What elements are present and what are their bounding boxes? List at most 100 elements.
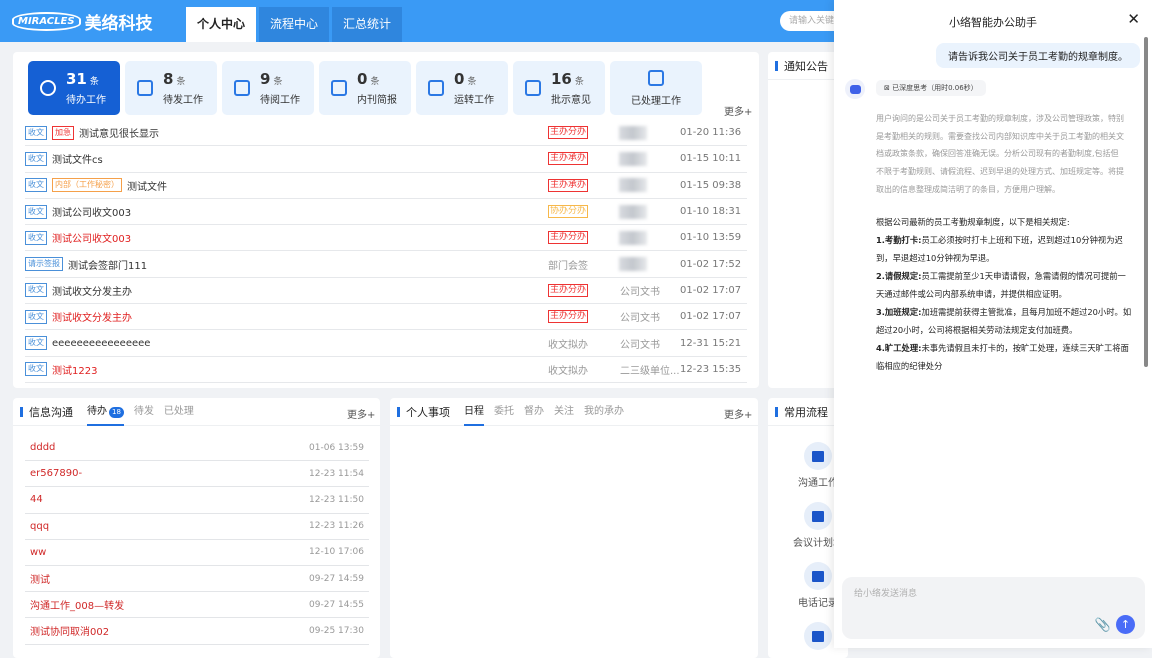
stat-tile[interactable]: 0 条运转工作 bbox=[416, 61, 508, 115]
flow-label: 会议计划填 bbox=[793, 538, 843, 549]
book-icon bbox=[234, 80, 250, 96]
table-row[interactable]: 请示签报 测试会签部门111 部门会签 01-02 17:52 bbox=[25, 251, 747, 278]
list-item[interactable]: qqq 12-23 11:26 bbox=[25, 514, 369, 540]
more-link[interactable]: 更多+ bbox=[347, 410, 376, 421]
list-item[interactable]: ww 12-10 17:06 bbox=[25, 540, 369, 566]
stat-tile[interactable]: 已处理工作 bbox=[610, 61, 702, 115]
monitor-chart-icon bbox=[137, 80, 153, 96]
row-title[interactable]: 测试收文分发主办 bbox=[52, 286, 132, 298]
stat-tile[interactable]: 9 条待阅工作 bbox=[222, 61, 314, 115]
table-row[interactable]: 收文 测试收文分发主办 主办分办 公司文书 01-02 17:07 bbox=[25, 278, 747, 305]
flow-item[interactable]: 电话记录 bbox=[783, 562, 848, 609]
thinking-text: 用户询问的是公司关于员工考勤的规章制度，涉及公司管理政策，特别是考勤相关的规则。… bbox=[876, 114, 1124, 194]
row-title[interactable]: 测试公司收文003 bbox=[52, 208, 132, 220]
doc-type-tag: 收文 bbox=[25, 309, 47, 324]
timestamp: 12-23 11:26 bbox=[309, 521, 364, 532]
row-title[interactable]: 测试文件 bbox=[127, 181, 167, 193]
row-title[interactable]: 测试意见很长显示 bbox=[79, 129, 159, 141]
more-link[interactable]: 更多+ bbox=[724, 107, 753, 118]
stat-unit: 条 bbox=[574, 77, 584, 87]
stat-label: 待办工作 bbox=[66, 95, 106, 106]
work-card: 31 条待办工作 8 条待发工作 9 条待阅工作 0 条内刊简报 0 条运转工作 16 条批示意见 已处… bbox=[13, 52, 759, 388]
stat-tile[interactable]: 8 条待发工作 bbox=[125, 61, 217, 115]
table-row[interactable]: 收文 测试1223 收文拟办 二三级单位... 12-23 15:35 bbox=[25, 357, 747, 383]
tab-pending-send[interactable]: 待发 bbox=[133, 405, 154, 417]
messages-title: 信息沟通 bbox=[29, 405, 73, 419]
sender-blurred bbox=[619, 230, 647, 245]
timestamp: 12-23 15:35 bbox=[680, 363, 742, 375]
table-row[interactable]: 收文 测试文件cs 主办承办 01-15 10:11 bbox=[25, 146, 747, 173]
more-link[interactable]: 更多+ bbox=[724, 410, 753, 421]
user-message: 请告诉我公司关于员工考勤的规章制度。 bbox=[936, 43, 1140, 68]
monitor-check-icon bbox=[648, 69, 664, 86]
stat-count: 9 bbox=[260, 70, 271, 88]
sender: 公司文书 bbox=[620, 313, 660, 325]
table-row[interactable]: 收文 加急 测试意见很长显示 主办分办 01-20 11:36 bbox=[25, 120, 747, 147]
tab-todo[interactable]: 待办 18 bbox=[87, 398, 124, 426]
list-item[interactable]: 44 12-23 11:50 bbox=[25, 487, 369, 514]
status-badge: 收文拟办 bbox=[548, 339, 588, 351]
flows-title: 常用流程 bbox=[784, 405, 828, 419]
flow-item[interactable]: 沟通工作 bbox=[783, 442, 848, 489]
list-item[interactable]: er567890- 12-23 11:54 bbox=[25, 461, 369, 488]
list-item[interactable]: 沟通工作_008—转发 09-27 14:55 bbox=[25, 592, 369, 619]
message-title: er567890- bbox=[30, 468, 83, 480]
scrollbar[interactable] bbox=[1144, 37, 1148, 367]
table-row[interactable]: 收文 内部（工作秘密） 测试文件 主办承办 01-15 09:38 bbox=[25, 173, 747, 199]
timestamp: 01-02 17:07 bbox=[680, 311, 742, 323]
status-badge: 协办分办 bbox=[548, 205, 589, 219]
status-badge: 主办分办 bbox=[548, 231, 589, 245]
list-item[interactable]: dddd 01-06 13:59 bbox=[25, 435, 369, 462]
row-title[interactable]: 测试文件cs bbox=[52, 155, 103, 167]
stat-label: 批示意见 bbox=[551, 95, 591, 106]
doc-type-tag: 请示签报 bbox=[25, 257, 63, 272]
flow-item[interactable] bbox=[783, 622, 848, 654]
tab-supervise[interactable]: 督办 bbox=[524, 405, 544, 417]
todo-count-badge: 18 bbox=[109, 406, 124, 418]
timestamp: 01-15 10:11 bbox=[680, 153, 742, 165]
table-row[interactable]: 收文 eeeeeeeeeeeeeeee 收文拟办 公司文书 12-31 15:21 bbox=[25, 330, 747, 357]
close-icon[interactable]: ✕ bbox=[1127, 10, 1140, 28]
tab-processed[interactable]: 已处理 bbox=[163, 405, 194, 417]
row-title[interactable]: 测试1223 bbox=[52, 365, 98, 377]
table-row[interactable]: 收文 测试收文分发主办 主办分办 公司文书 01-02 17:07 bbox=[25, 304, 747, 331]
row-title[interactable]: eeeeeeeeeeeeeeee bbox=[52, 337, 151, 349]
timestamp: 01-15 09:38 bbox=[680, 179, 742, 191]
personal-card: 个人事项 日程 委托 督办 关注 我的承办 更多+ bbox=[390, 398, 758, 658]
status-badge: 主办分办 bbox=[548, 283, 589, 297]
message-input[interactable]: 给小络发送消息 📎 ↑ bbox=[842, 577, 1145, 639]
row-title[interactable]: 测试收文分发主办 bbox=[52, 313, 132, 325]
document-user-icon bbox=[525, 80, 541, 96]
stat-count: 0 bbox=[357, 70, 368, 88]
list-item[interactable]: 测试协同取消002 09-25 17:30 bbox=[25, 618, 369, 645]
stat-label: 待阅工作 bbox=[260, 95, 300, 106]
deep-think-toggle[interactable]: ⊠ 已深度思考（用时0.06秒） bbox=[876, 80, 986, 96]
row-title[interactable]: 测试会签部门111 bbox=[68, 260, 148, 272]
transfer-icon bbox=[428, 80, 444, 96]
tab-personal-center[interactable]: 个人中心 bbox=[186, 7, 257, 42]
flow-item[interactable]: 会议计划填 bbox=[783, 502, 848, 549]
tab-follow[interactable]: 关注 bbox=[554, 405, 574, 417]
stat-unit: 条 bbox=[370, 77, 380, 87]
paperclip-icon[interactable]: 📎 bbox=[1094, 618, 1111, 633]
stat-tile[interactable]: 16 条批示意见 bbox=[513, 61, 605, 115]
timestamp: 01-20 11:36 bbox=[680, 127, 742, 139]
tab-schedule[interactable]: 日程 bbox=[464, 398, 484, 426]
doc-type-tag: 收文 bbox=[25, 125, 47, 140]
stat-tile[interactable]: 0 条内刊简报 bbox=[319, 61, 411, 115]
send-button[interactable]: ↑ bbox=[1116, 615, 1135, 634]
table-row[interactable]: 收文 测试公司收文003 主办分办 01-10 13:59 bbox=[25, 225, 747, 252]
tab-summary-stats[interactable]: 汇总统计 bbox=[332, 7, 403, 42]
timestamp: 01-06 13:59 bbox=[309, 442, 364, 453]
table-row[interactable]: 收文 测试公司收文003 协办分办 01-10 18:31 bbox=[25, 199, 747, 226]
list-item[interactable]: 测试 09-27 14:59 bbox=[25, 566, 369, 593]
assistant-title: 小络智能办公助手 bbox=[949, 16, 1037, 29]
tab-process-center[interactable]: 流程中心 bbox=[259, 7, 330, 42]
stat-label: 已处理工作 bbox=[631, 95, 681, 107]
stat-tile[interactable]: 31 条待办工作 bbox=[28, 61, 120, 115]
stat-label: 运转工作 bbox=[454, 95, 494, 106]
tab-delegate[interactable]: 委托 bbox=[494, 405, 514, 417]
timestamp: 12-23 11:54 bbox=[309, 468, 364, 479]
row-title[interactable]: 测试公司收文003 bbox=[52, 234, 132, 246]
tab-my-undertake[interactable]: 我的承办 bbox=[584, 405, 624, 417]
